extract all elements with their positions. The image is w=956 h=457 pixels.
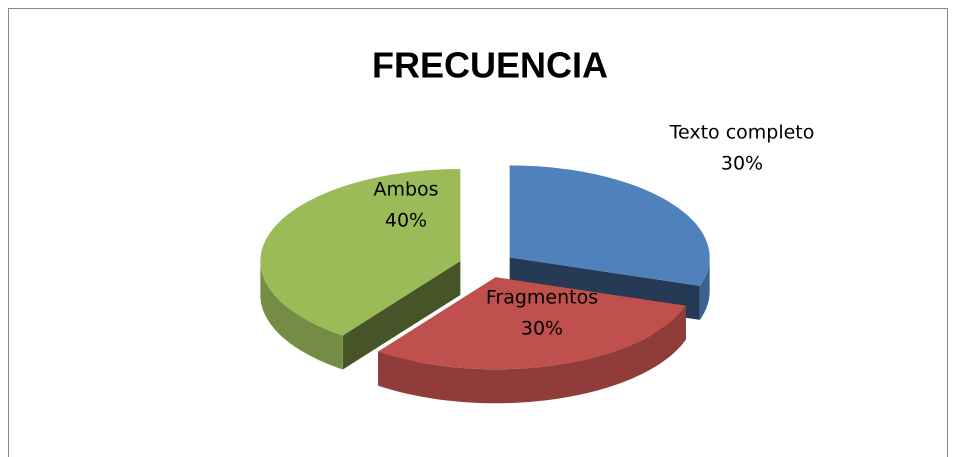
data-label-name: Fragmentos xyxy=(486,287,598,309)
data-label-name: Texto completo xyxy=(669,122,815,144)
slice-group xyxy=(378,277,686,404)
data-label-value: 40% xyxy=(385,210,427,232)
slice-group xyxy=(260,169,461,370)
slice-wall xyxy=(378,305,686,404)
chart-title: FRECUENCIA xyxy=(372,45,608,86)
data-label-value: 30% xyxy=(721,153,763,175)
slice xyxy=(509,165,710,286)
slice-wall xyxy=(260,261,343,370)
data-label-name: Ambos xyxy=(373,179,438,201)
slice xyxy=(378,277,686,370)
slice-side xyxy=(342,261,461,370)
slice xyxy=(260,169,461,336)
data-label-value: 30% xyxy=(521,318,563,340)
slice-wall xyxy=(699,257,710,320)
